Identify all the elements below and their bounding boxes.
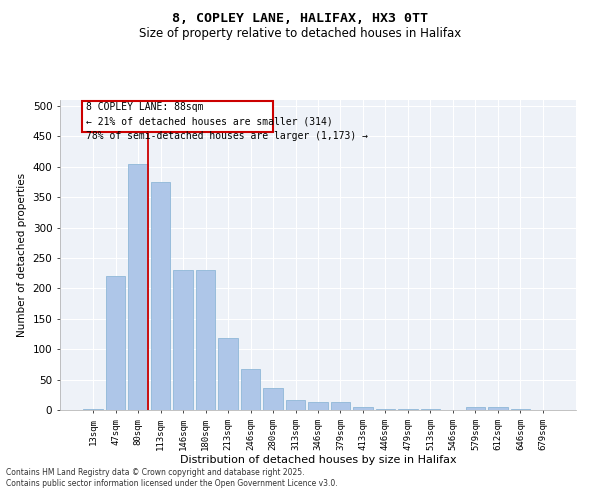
Bar: [353, 407, 373, 410]
Bar: [128, 164, 148, 410]
Bar: [173, 270, 193, 410]
Bar: [151, 182, 170, 410]
Text: 8, COPLEY LANE, HALIFAX, HX3 0TT: 8, COPLEY LANE, HALIFAX, HX3 0TT: [172, 12, 428, 26]
Bar: [241, 368, 260, 410]
Text: Contains HM Land Registry data © Crown copyright and database right 2025.
Contai: Contains HM Land Registry data © Crown c…: [6, 468, 338, 487]
Bar: [488, 407, 508, 410]
Bar: [308, 402, 328, 410]
Bar: [218, 338, 238, 410]
Bar: [466, 407, 485, 410]
Text: 8 COPLEY LANE: 88sqm
← 21% of detached houses are smaller (314)
78% of semi-deta: 8 COPLEY LANE: 88sqm ← 21% of detached h…: [86, 102, 368, 141]
FancyBboxPatch shape: [82, 101, 274, 132]
Bar: [263, 388, 283, 410]
Y-axis label: Number of detached properties: Number of detached properties: [17, 173, 27, 337]
Text: Size of property relative to detached houses in Halifax: Size of property relative to detached ho…: [139, 28, 461, 40]
Bar: [106, 276, 125, 410]
Bar: [376, 409, 395, 410]
X-axis label: Distribution of detached houses by size in Halifax: Distribution of detached houses by size …: [179, 456, 457, 466]
Bar: [83, 409, 103, 410]
Bar: [286, 400, 305, 410]
Bar: [196, 270, 215, 410]
Bar: [331, 402, 350, 410]
